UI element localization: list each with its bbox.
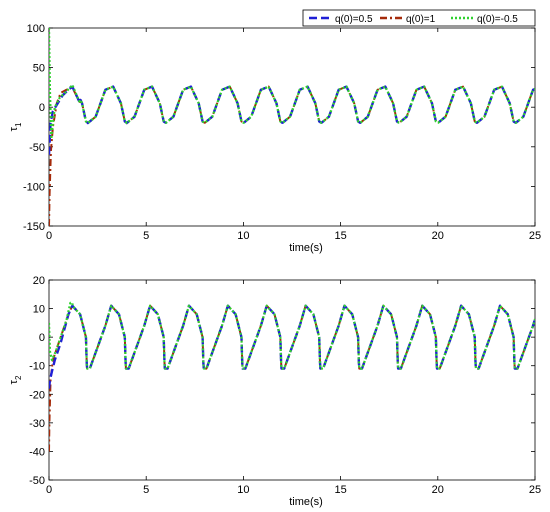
y-tick-label: 100: [27, 23, 45, 35]
series-line-3: [49, 301, 535, 370]
x-tick-label: 25: [529, 484, 541, 496]
x-tick-label: 15: [334, 230, 346, 242]
y-tick-label: 10: [33, 304, 45, 316]
y-tick-label: 20: [33, 275, 45, 287]
y-tick-label: 50: [33, 63, 45, 75]
y-tick-label: -50: [29, 142, 45, 154]
legend-entry: q(0)=0.5: [335, 14, 373, 25]
y-axis-label: τ2: [8, 375, 23, 384]
legend-entry: q(0)=1: [406, 14, 436, 25]
series-line-3: [49, 28, 535, 140]
y-axis-label-symbol: τ: [8, 379, 20, 384]
legend-box: [302, 9, 536, 27]
y-tick-label: 0: [39, 102, 45, 114]
x-tick-label: 15: [334, 484, 346, 496]
x-tick-label: 5: [143, 230, 149, 242]
plot-area: [49, 301, 535, 452]
x-tick-label: 10: [237, 230, 249, 242]
chart-1: 0 5 10 15 20 25 -150 -100 -50 0 50 100 time(s) τ1 q(0)…: [8, 9, 541, 254]
y-axis-label-symbol: τ: [8, 126, 20, 131]
y-axis-label-subscript: 2: [14, 375, 23, 380]
y-axis-label: τ1: [8, 122, 23, 131]
plot-frame: [48, 27, 536, 227]
x-tick-label: 20: [432, 484, 444, 496]
x-tick-label: 5: [143, 484, 149, 496]
series-line-1: [49, 85, 535, 155]
y-tick-label: -100: [23, 181, 45, 193]
y-axis-label-subscript: 1: [14, 122, 23, 127]
x-axis-label: time(s): [289, 496, 323, 508]
x-tick-label: 0: [46, 230, 52, 242]
legend-entry: q(0)=-0.5: [477, 14, 518, 25]
x-tick-label: 10: [237, 484, 249, 496]
y-tick-label: -150: [23, 221, 45, 233]
y-tick-label: -40: [29, 446, 45, 458]
y-tick-label: -30: [29, 418, 45, 430]
legend: q(0)=0.5 q(0)=1 q(0)=-0.5: [302, 9, 536, 27]
x-tick-label: 25: [529, 230, 541, 242]
y-tick-label: 0: [39, 332, 45, 344]
plot-area: [49, 28, 535, 226]
plot-frame: [48, 279, 536, 481]
chart-2: 0 5 10 15 20 25 -50 -40 -30 -20 -10 0 10 20 time(s) τ2: [8, 275, 541, 508]
series-line-2: [49, 304, 535, 452]
x-tick-label: 0: [46, 484, 52, 496]
x-axis-label: time(s): [289, 242, 323, 254]
y-tick-label: -20: [29, 389, 45, 401]
y-tick-label: -10: [29, 361, 45, 373]
x-tick-label: 20: [432, 230, 444, 242]
y-tick-label: -50: [29, 475, 45, 487]
